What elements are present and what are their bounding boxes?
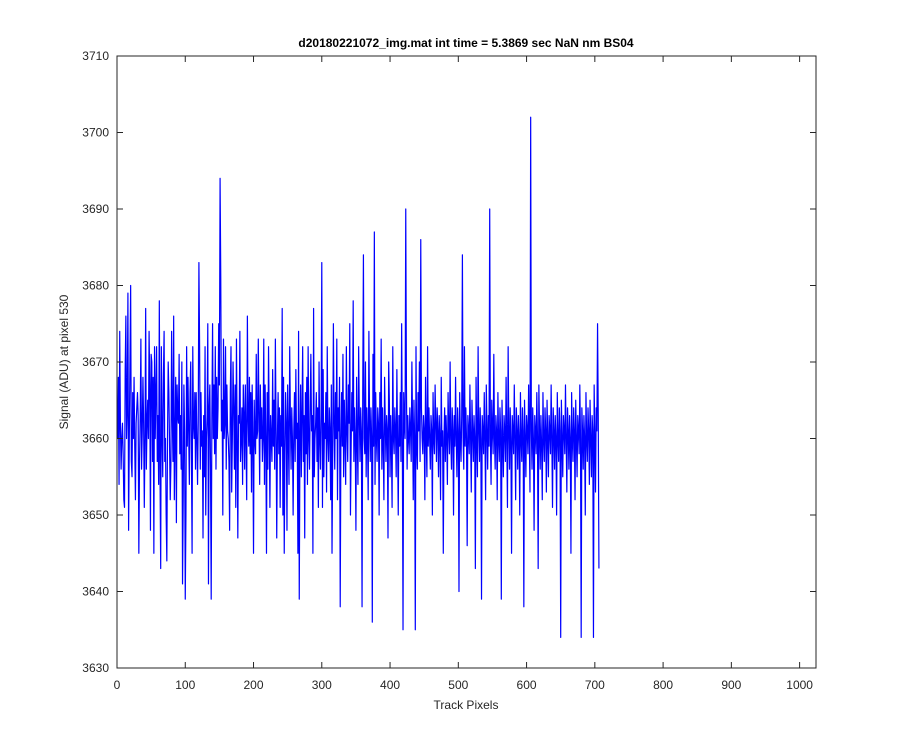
x-axis-label: Track Pixels: [434, 698, 499, 712]
y-tick-label-3670: 3670: [82, 355, 109, 369]
x-tick-label-900: 900: [721, 678, 741, 692]
y-tick-label-3680: 3680: [82, 279, 109, 293]
y-tick-label-3690: 3690: [82, 202, 109, 216]
x-tick-label-0: 0: [114, 678, 121, 692]
chart-title: d20180221072_img.mat int time = 5.3869 s…: [298, 36, 634, 50]
y-axis-label: Signal (ADU) at pixel 530: [57, 294, 71, 429]
x-tick-label-400: 400: [380, 678, 400, 692]
x-tick-label-800: 800: [653, 678, 673, 692]
y-tick-label-3640: 3640: [82, 585, 109, 599]
y-tick-label-3650: 3650: [82, 508, 109, 522]
y-ticks: 3630 3640 3650 3660 3670 3680 3690 3700 3710: [82, 49, 816, 675]
x-tick-label-600: 600: [517, 678, 537, 692]
x-ticks: 0 100 200 300 400 500 600 700 800 900 1000: [114, 56, 813, 692]
y-tick-label-3660: 3660: [82, 432, 109, 446]
y-tick-label-3710: 3710: [82, 49, 109, 63]
plot-area: [117, 56, 816, 668]
x-tick-label-1000: 1000: [786, 678, 813, 692]
y-tick-label-3630: 3630: [82, 661, 109, 675]
series-line-0: [117, 116, 600, 639]
x-tick-label-500: 500: [448, 678, 468, 692]
x-tick-label-100: 100: [175, 678, 195, 692]
x-tick-label-700: 700: [585, 678, 605, 692]
x-tick-label-200: 200: [244, 678, 264, 692]
x-tick-label-300: 300: [312, 678, 332, 692]
series-layer: [117, 116, 600, 639]
y-tick-label-3700: 3700: [82, 126, 109, 140]
